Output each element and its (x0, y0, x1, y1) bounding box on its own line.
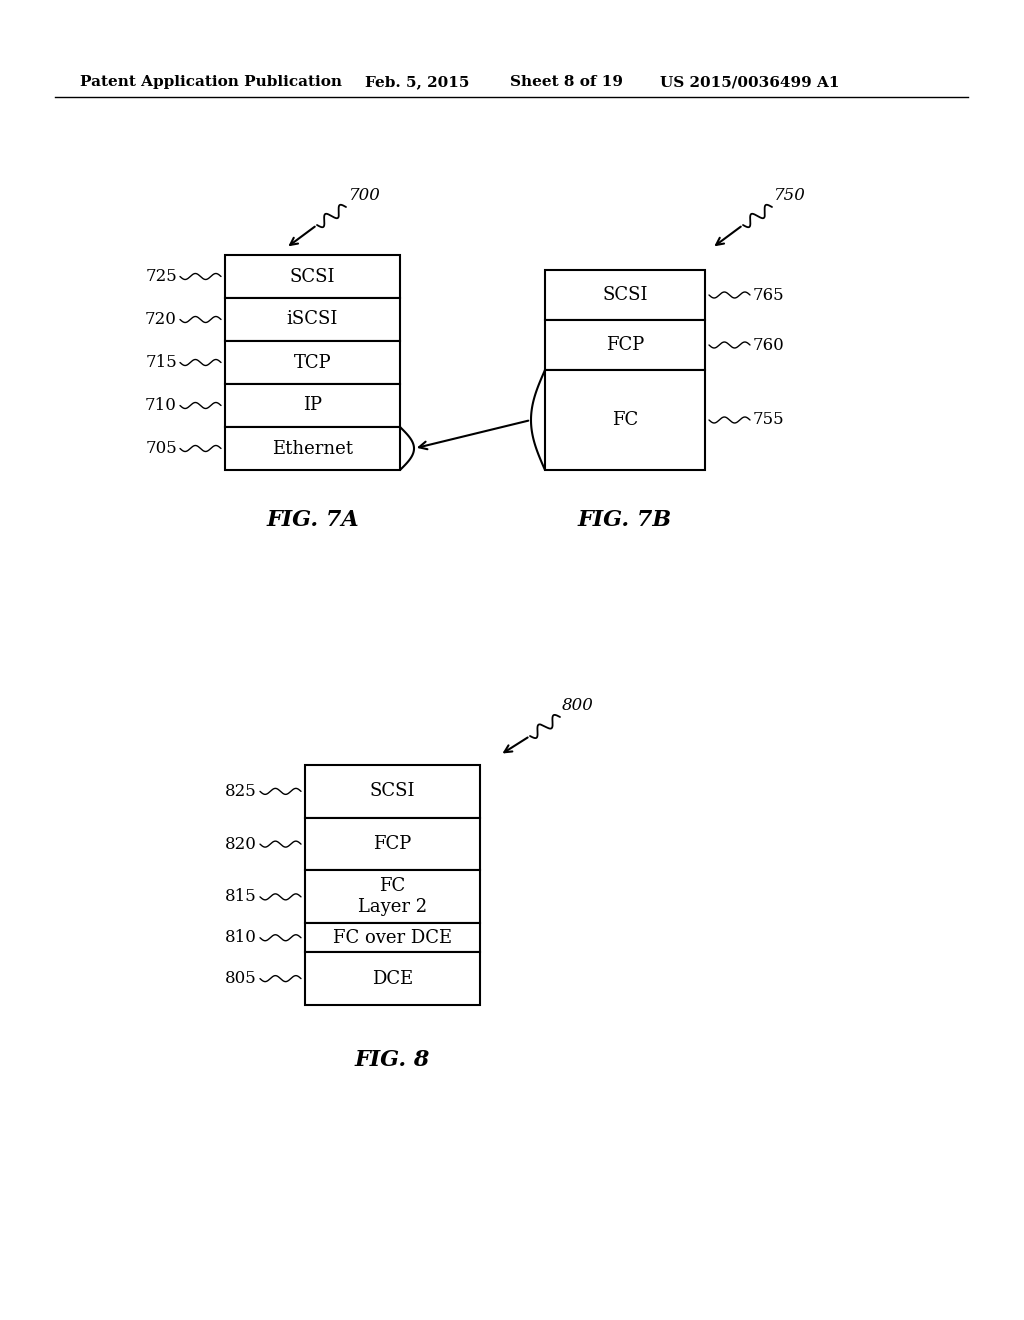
Text: FC: FC (612, 411, 638, 429)
Text: SCSI: SCSI (602, 286, 648, 304)
Text: TCP: TCP (294, 354, 332, 371)
Text: FC over DCE: FC over DCE (333, 929, 452, 946)
Bar (305, 870, 480, 923)
Text: 815: 815 (225, 888, 257, 906)
Text: Feb. 5, 2015: Feb. 5, 2015 (365, 75, 469, 88)
Text: 825: 825 (225, 783, 257, 800)
Text: Sheet 8 of 19: Sheet 8 of 19 (510, 75, 623, 88)
Bar (225, 341, 400, 384)
Text: 800: 800 (562, 697, 594, 714)
Text: DCE: DCE (372, 970, 413, 987)
Text: 700: 700 (349, 186, 381, 203)
Text: 765: 765 (753, 286, 784, 304)
Text: 755: 755 (753, 412, 784, 429)
Text: 710: 710 (145, 397, 177, 414)
Text: IP: IP (303, 396, 322, 414)
Text: FIG. 7A: FIG. 7A (266, 510, 358, 531)
Bar (545, 319, 705, 370)
Text: Patent Application Publication: Patent Application Publication (80, 75, 342, 88)
Bar (305, 923, 480, 952)
Text: US 2015/0036499 A1: US 2015/0036499 A1 (660, 75, 840, 88)
Text: FIG. 8: FIG. 8 (354, 1049, 430, 1071)
Bar (305, 818, 480, 870)
Bar (545, 271, 705, 319)
Text: FC
Layer 2: FC Layer 2 (358, 878, 427, 916)
Text: 720: 720 (145, 312, 177, 327)
Bar (305, 952, 480, 1005)
Text: 705: 705 (145, 440, 177, 457)
Text: 810: 810 (225, 929, 257, 946)
Bar (225, 426, 400, 470)
Bar (225, 298, 400, 341)
Text: 725: 725 (145, 268, 177, 285)
Text: 750: 750 (774, 186, 806, 203)
Bar (225, 255, 400, 298)
Text: Ethernet: Ethernet (272, 440, 353, 458)
Bar (545, 370, 705, 470)
Text: FIG. 7B: FIG. 7B (578, 510, 672, 531)
Bar (305, 766, 480, 818)
Text: 760: 760 (753, 337, 784, 354)
Text: 805: 805 (225, 970, 257, 987)
Text: 715: 715 (145, 354, 177, 371)
Text: SCSI: SCSI (290, 268, 335, 285)
Text: FCP: FCP (606, 337, 644, 354)
Text: FCP: FCP (374, 836, 412, 853)
Text: SCSI: SCSI (370, 783, 416, 800)
Text: 820: 820 (225, 836, 257, 853)
Bar (225, 384, 400, 426)
Text: iSCSI: iSCSI (287, 310, 338, 329)
